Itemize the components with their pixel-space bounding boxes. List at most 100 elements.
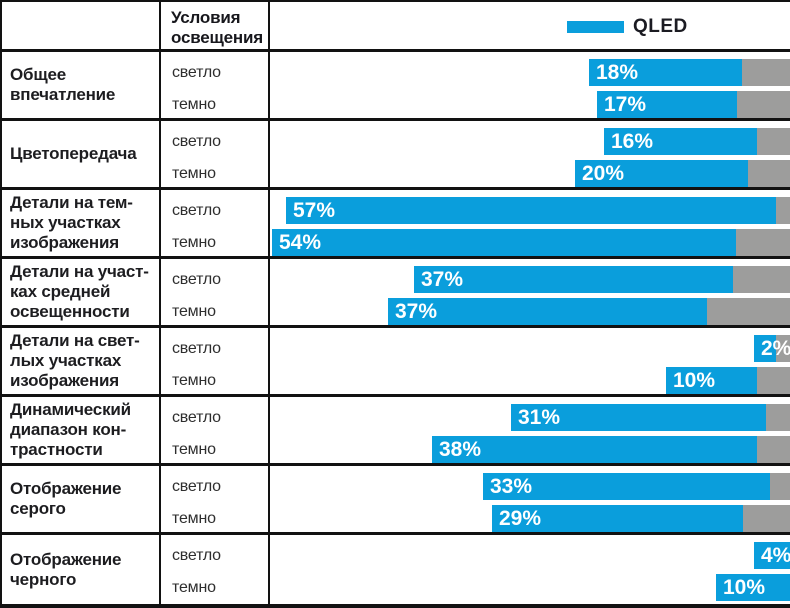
column-divider <box>268 328 270 394</box>
bar-qled-value: 10% <box>716 574 790 601</box>
category-row: Цветопередача светло темно 16% 20% <box>2 121 790 190</box>
category-label-line: Отображение <box>10 549 122 569</box>
category-label-line: впечатление <box>10 85 116 104</box>
legend: QLED <box>567 16 688 37</box>
category-label-line: Детали на тем- <box>10 193 133 212</box>
category-label: Отображение серого <box>2 466 159 532</box>
bar-remainder-segment <box>757 128 790 155</box>
column-divider <box>159 52 161 118</box>
condition-label-dark: темно <box>172 234 216 251</box>
category-label-line: Отображение <box>10 479 122 498</box>
column-divider <box>159 466 161 532</box>
column-divider <box>268 466 270 532</box>
column-divider <box>268 190 270 256</box>
condition-label-light: светло <box>172 64 221 81</box>
category-label: Отображение черного <box>2 535 159 604</box>
column-divider <box>159 121 161 187</box>
bar-remainder-segment <box>748 160 790 187</box>
bar-remainder-segment <box>757 436 790 463</box>
bar-remainder-segment <box>766 404 790 431</box>
category-label-line: Цветопередача <box>10 144 137 163</box>
plot-area: 57% 54% <box>270 190 790 256</box>
bar-qled-value: 18% <box>589 59 742 86</box>
bar-remainder-segment <box>776 197 790 224</box>
category-row: Детали на участ-ках средней освещенности … <box>2 259 790 328</box>
plot-area: 31% 38% <box>270 397 790 463</box>
condition-label-light: светло <box>172 547 221 564</box>
category-label-line: диапазон кон- <box>10 420 127 439</box>
category-label: Динамический диапазон кон-трастности <box>2 397 159 463</box>
condition-label-light: светло <box>172 478 221 495</box>
column-divider <box>268 2 270 49</box>
category-row: Отображение черного светло темно 4% 10% <box>2 535 790 604</box>
legend-swatch-qled <box>567 21 624 33</box>
category-label: Цветопередача <box>2 121 159 187</box>
category-label: Детали на свет-лых участках изображения <box>2 328 159 394</box>
category-label-line: Детали на свет- <box>10 331 140 350</box>
category-row: Отображение серого светло темно 33% 29% <box>2 466 790 535</box>
category-label-line: ных участках <box>10 213 121 232</box>
bar-qled-value: 38% <box>432 436 757 463</box>
column-divider <box>268 121 270 187</box>
plot-area: 2% 10% <box>270 328 790 394</box>
bar-qled-value: 4% <box>754 542 790 569</box>
category-label-line: Детали на участ- <box>10 262 149 281</box>
column-divider <box>268 397 270 463</box>
column-divider <box>268 535 270 604</box>
category-label-line: освещенности <box>10 302 130 321</box>
category-label-line: Динамический <box>10 400 131 419</box>
bar-remainder-segment <box>743 505 790 532</box>
bar-qled-value: 33% <box>483 473 770 500</box>
plot-area: 16% 20% <box>270 121 790 187</box>
condition-cell: светло темно <box>161 52 268 118</box>
condition-label-light: светло <box>172 409 221 426</box>
legend-area: QLED <box>270 2 790 49</box>
bar-remainder-segment <box>742 59 790 86</box>
condition-cell: светло темно <box>161 259 268 325</box>
category-label-line: изображения <box>10 371 119 390</box>
bar-remainder-segment <box>736 229 790 256</box>
plot-area: 18% 17% <box>270 52 790 118</box>
bar-remainder-segment <box>707 298 790 325</box>
column-divider <box>159 2 161 49</box>
category-label-line: Общее <box>10 65 66 84</box>
category-label: Общее впечатление <box>2 52 159 118</box>
legend-label: QLED <box>633 16 688 37</box>
category-label-line: серого <box>10 499 66 518</box>
header-row: Условия освещения QLED <box>2 2 790 52</box>
category-label-line: ках средней <box>10 282 111 301</box>
bar-qled-value: 37% <box>414 266 733 293</box>
column-divider <box>159 535 161 604</box>
condition-label-light: светло <box>172 340 221 357</box>
bar-qled-value: 37% <box>388 298 707 325</box>
condition-label-dark: темно <box>172 165 216 182</box>
plot-area: 4% 10% <box>270 535 790 604</box>
condition-label-dark: темно <box>172 441 216 458</box>
bar-remainder-segment <box>757 367 790 394</box>
category-label-line: изображения <box>10 233 119 252</box>
category-row: Динамический диапазон кон-трастности свет… <box>2 397 790 466</box>
condition-label-dark: темно <box>172 96 216 113</box>
condition-label-dark: темно <box>172 372 216 389</box>
bar-qled-value: 17% <box>597 91 737 118</box>
bar-remainder-segment <box>733 266 790 293</box>
bar-remainder-segment <box>770 473 790 500</box>
condition-label-dark: темно <box>172 510 216 527</box>
condition-label-light: светло <box>172 271 221 288</box>
bar-qled-value: 57% <box>286 197 776 224</box>
bar-qled-value: 16% <box>604 128 757 155</box>
bar-qled-value: 31% <box>511 404 766 431</box>
category-row: Детали на свет-лых участках изображения с… <box>2 328 790 397</box>
condition-cell: светло темно <box>161 397 268 463</box>
header-empty-cell <box>2 2 159 49</box>
condition-column-title: Условия освещения <box>161 2 268 49</box>
condition-title-line: Условия <box>171 8 241 27</box>
condition-title-line: освещения <box>171 28 263 47</box>
condition-label-light: светло <box>172 133 221 150</box>
condition-cell: светло темно <box>161 328 268 394</box>
column-divider <box>268 259 270 325</box>
plot-area: 33% 29% <box>270 466 790 532</box>
condition-cell: светло темно <box>161 190 268 256</box>
bar-qled-value: 2% <box>754 335 790 362</box>
